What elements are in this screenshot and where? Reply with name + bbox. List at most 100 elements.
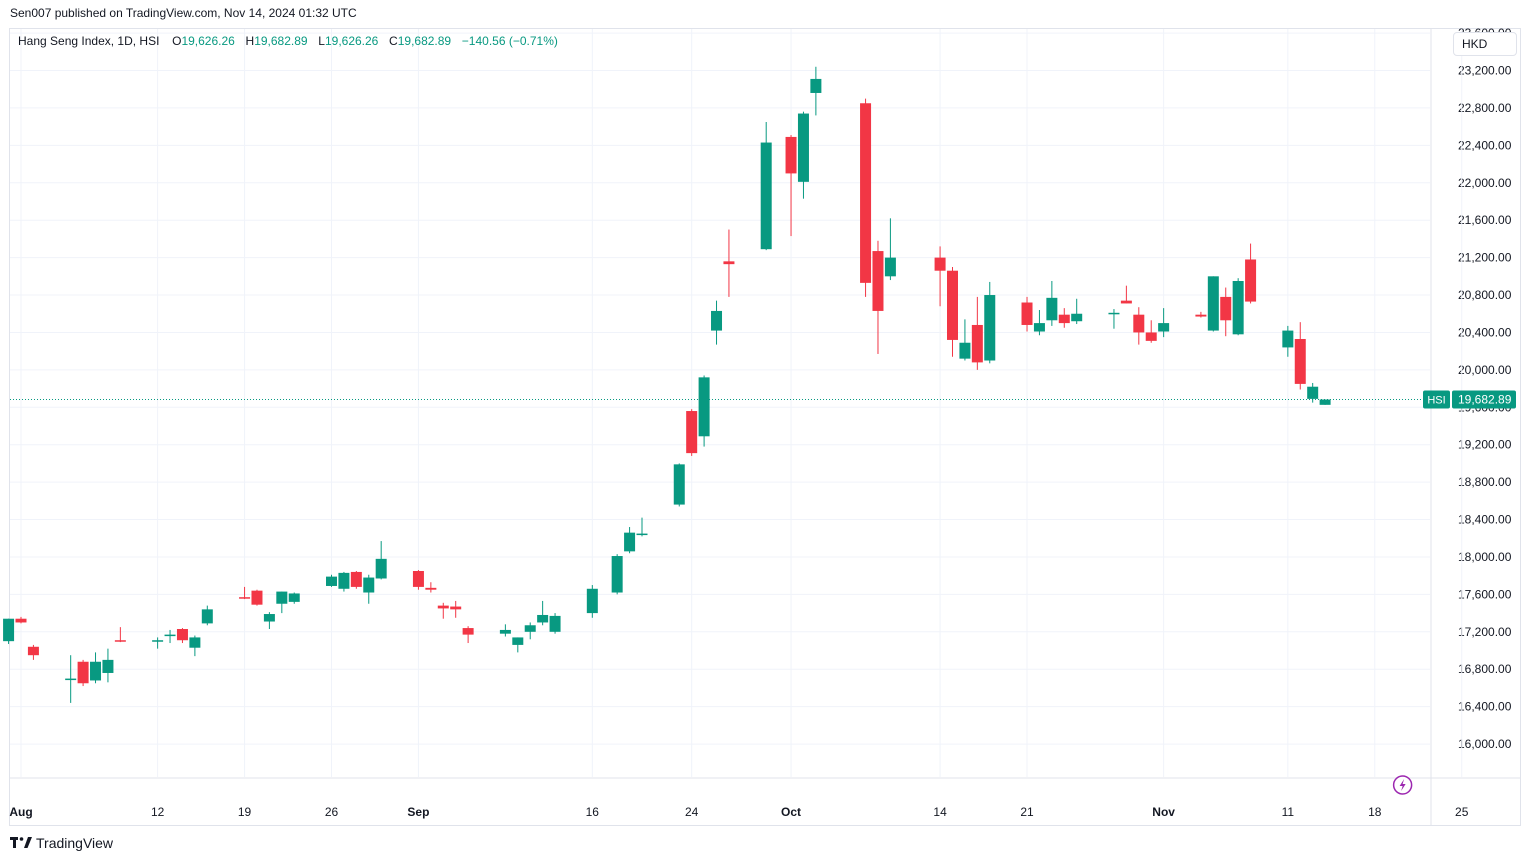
x-tick-label: 21 bbox=[1020, 805, 1034, 819]
candle-body bbox=[263, 614, 275, 622]
candle-body bbox=[1108, 312, 1120, 315]
y-tick-label: 21,600.00 bbox=[1458, 213, 1512, 227]
y-tick-label: 22,800.00 bbox=[1458, 101, 1512, 115]
candle-body bbox=[810, 78, 822, 93]
candle-body bbox=[1158, 323, 1170, 332]
candle-body bbox=[1058, 314, 1070, 324]
y-tick-label: 22,000.00 bbox=[1458, 176, 1512, 190]
candle-body bbox=[437, 605, 449, 609]
x-tick-label: 16 bbox=[586, 805, 600, 819]
x-tick-label: 14 bbox=[933, 805, 947, 819]
candle-body bbox=[586, 588, 598, 614]
candle-body bbox=[276, 591, 288, 604]
y-tick-label: 18,800.00 bbox=[1458, 475, 1512, 489]
legend-close-value: 19,682.89 bbox=[397, 34, 452, 48]
candle-body bbox=[65, 678, 77, 681]
candle-body bbox=[1307, 386, 1319, 399]
candle-body bbox=[425, 587, 437, 590]
candle-body bbox=[1319, 399, 1331, 405]
x-tick-label: 26 bbox=[325, 805, 339, 819]
candle-body bbox=[537, 614, 549, 623]
candle-body bbox=[176, 629, 188, 641]
candle-body bbox=[350, 571, 362, 587]
candle-body bbox=[698, 377, 710, 437]
price-tag-bg bbox=[1452, 390, 1516, 409]
candle-body bbox=[1145, 332, 1157, 341]
candle-body bbox=[1120, 300, 1132, 304]
candle-body bbox=[797, 113, 809, 182]
candle-body bbox=[1220, 296, 1232, 321]
candle-body bbox=[711, 310, 723, 331]
y-tick-label: 16,400.00 bbox=[1458, 700, 1512, 714]
candle-body bbox=[363, 577, 375, 593]
candle-body bbox=[27, 646, 39, 656]
candle-body bbox=[239, 597, 251, 599]
candle-body bbox=[1195, 314, 1207, 317]
candle-body bbox=[201, 609, 213, 624]
x-tick-label: 19 bbox=[238, 805, 252, 819]
legend-high-value: 19,682.89 bbox=[254, 34, 308, 48]
candle-body bbox=[934, 257, 946, 271]
x-tick-label: 24 bbox=[685, 805, 699, 819]
candle-body bbox=[3, 618, 15, 642]
chart-frame[interactable] bbox=[9, 28, 1521, 826]
candle-body bbox=[884, 257, 896, 277]
candle-body bbox=[1245, 259, 1257, 302]
x-tick-label: Sep bbox=[407, 805, 429, 819]
candle-body bbox=[1232, 280, 1244, 335]
candle-body bbox=[1033, 323, 1045, 332]
y-tick-label: 19,200.00 bbox=[1458, 438, 1512, 452]
x-tick-label: Oct bbox=[781, 805, 801, 819]
x-tick-label: 12 bbox=[151, 805, 165, 819]
legend-open-value: 19,626.26 bbox=[181, 34, 235, 48]
y-tick-label: 20,800.00 bbox=[1458, 288, 1512, 302]
x-tick-label: 25 bbox=[1455, 805, 1469, 819]
candle-body bbox=[1294, 338, 1306, 384]
candle-body bbox=[462, 628, 474, 635]
candle-body bbox=[1282, 330, 1294, 348]
y-tick-label: 23,200.00 bbox=[1458, 64, 1512, 78]
price-tag-value: 19,682.89 bbox=[1458, 393, 1512, 407]
legend-change: −140.56 (−0.71%) bbox=[461, 34, 558, 48]
legend-high-label: H bbox=[245, 34, 255, 48]
y-tick-label: 18,400.00 bbox=[1458, 513, 1512, 527]
candle-body bbox=[760, 142, 772, 250]
candle-body bbox=[1071, 313, 1083, 322]
candle-body bbox=[1207, 276, 1219, 331]
candle-body bbox=[114, 640, 126, 642]
candle-body bbox=[90, 661, 102, 681]
candle-body bbox=[338, 572, 350, 589]
candle-body bbox=[860, 103, 872, 283]
candle-body bbox=[611, 556, 623, 593]
y-tick-label: 18,000.00 bbox=[1458, 550, 1512, 564]
candle-body bbox=[77, 661, 89, 684]
tradingview-logo-icon bbox=[10, 837, 32, 848]
candle-body bbox=[673, 464, 685, 505]
price-tag-symbol: HSI bbox=[1427, 395, 1445, 407]
candle-body bbox=[251, 590, 263, 605]
candle-body bbox=[164, 634, 176, 637]
x-tick-label: 11 bbox=[1282, 805, 1295, 819]
y-tick-label: 17,600.00 bbox=[1458, 587, 1512, 601]
flash-icon[interactable] bbox=[1392, 775, 1413, 795]
candle-body bbox=[524, 625, 536, 632]
tradingview-footer[interactable]: TradingView bbox=[10, 835, 113, 851]
y-tick-label: 16,000.00 bbox=[1458, 737, 1512, 751]
y-tick-label: 20,000.00 bbox=[1458, 363, 1512, 377]
candle-body bbox=[375, 558, 387, 579]
candle-body bbox=[152, 640, 164, 642]
legend-title: Hang Seng Index, 1D, HSI bbox=[18, 34, 160, 48]
candle-body bbox=[412, 571, 424, 587]
y-tick-label: 17,200.00 bbox=[1458, 625, 1512, 639]
legend-close-label: C bbox=[389, 34, 398, 48]
candle-body bbox=[1021, 302, 1033, 325]
y-tick-label: 16,800.00 bbox=[1458, 662, 1512, 676]
candle-body bbox=[450, 606, 462, 610]
symbol-legend: Hang Seng Index, 1D, HSI O19,626.26 H19,… bbox=[18, 34, 558, 48]
legend-open-label: O bbox=[172, 34, 182, 48]
x-tick-label: Nov bbox=[1152, 805, 1175, 819]
legend-low-label: L bbox=[318, 34, 325, 48]
currency-button[interactable]: HKD bbox=[1453, 32, 1517, 56]
candle-body bbox=[959, 342, 971, 359]
